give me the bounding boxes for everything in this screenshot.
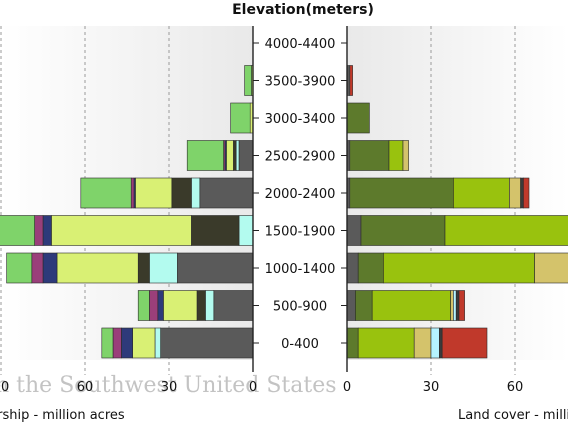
bar-segment	[121, 327, 133, 359]
bar-segment	[244, 65, 252, 96]
bar-segment	[357, 252, 384, 284]
bar-segment	[349, 140, 390, 171]
bar-segment	[388, 140, 404, 171]
bar-segment	[346, 252, 359, 284]
bar-segment	[80, 177, 132, 209]
bar-segment	[51, 215, 192, 246]
bar-segment	[34, 215, 44, 246]
bar-segment	[205, 290, 215, 321]
bar-segment	[56, 252, 139, 284]
x-tick-label: 60	[77, 380, 94, 395]
bar-segment	[42, 252, 58, 284]
bar-segment	[534, 252, 568, 284]
bar-segment	[0, 215, 35, 246]
bar-segment	[163, 290, 198, 321]
bar-segment	[349, 65, 353, 96]
bar-segment	[450, 290, 454, 321]
bar-segment	[137, 290, 150, 321]
category-label: 500-900	[273, 300, 327, 315]
category-label: 1000-1400	[265, 262, 336, 277]
category-label: 1500-1900	[265, 225, 336, 240]
bar-segment	[42, 215, 52, 246]
bar-segment	[213, 290, 254, 321]
right-bars	[346, 65, 568, 359]
bar-segment	[458, 290, 465, 321]
bar-segment	[346, 102, 370, 134]
x-tick-label: 30	[161, 380, 178, 395]
bar-segment	[154, 327, 161, 359]
bar-segment	[455, 290, 460, 321]
category-label: 2500-2900	[265, 150, 336, 165]
x-tick-label: 60	[507, 380, 524, 395]
bar-segment	[191, 215, 240, 246]
bar-segment	[233, 140, 237, 171]
bar-segment	[439, 327, 443, 359]
bar-segment	[130, 177, 135, 209]
bar-segment	[112, 327, 122, 359]
category-label: 4000-4400	[265, 37, 336, 52]
bar-segment	[6, 252, 33, 284]
left-axis-label: Ownership - million acres	[0, 408, 125, 423]
bar-segment	[160, 327, 254, 359]
bar-segment	[186, 140, 224, 171]
bar-segment	[509, 177, 521, 209]
bar-segment	[371, 290, 451, 321]
bar-segment	[226, 140, 234, 171]
bar-segment	[453, 290, 457, 321]
bar-segment	[191, 177, 201, 209]
bar-segment	[346, 215, 362, 246]
bar-segment	[413, 327, 432, 359]
bar-segment	[196, 290, 206, 321]
bar-segment	[235, 140, 240, 171]
bar-segment	[349, 177, 454, 209]
bar-segment	[177, 252, 254, 284]
bar-segment	[238, 140, 254, 171]
bar-segment	[453, 177, 510, 209]
bar-segment	[346, 290, 356, 321]
bar-segment	[230, 102, 251, 134]
category-labels: 4000-4400 3500-3900 3000-3400 2500-2900 2000…	[265, 37, 336, 352]
bar-segment	[135, 177, 173, 209]
watermark-text: Land in the Southwest United States	[0, 373, 337, 398]
bar-segment	[402, 140, 409, 171]
bar-segment	[441, 327, 488, 359]
bar-segment	[149, 252, 178, 284]
bar-segment	[520, 177, 524, 209]
bar-segment	[444, 215, 568, 246]
bar-segment	[31, 252, 44, 284]
bar-segment	[137, 252, 150, 284]
bar-segment	[357, 327, 415, 359]
right-axis-label: Land cover - million acres	[458, 408, 568, 423]
category-label: 2000-2400	[265, 187, 336, 202]
bar-segment	[383, 252, 535, 284]
bar-segment	[355, 290, 373, 321]
bar-segment	[523, 177, 530, 209]
tick-labels: 90 60 30 0 0 30 60	[0, 380, 523, 395]
x-tick-label: 30	[423, 380, 440, 395]
bar-segment	[346, 327, 359, 359]
left-bars	[0, 65, 254, 359]
x-tick-label: 90	[0, 380, 9, 395]
bar-segment	[149, 290, 159, 321]
category-label: 3000-3400	[265, 112, 336, 127]
x-tick-label: 0	[343, 380, 351, 395]
bar-segment	[157, 290, 164, 321]
chart-title: Elevation(meters)	[232, 2, 374, 18]
bar-segment	[101, 327, 114, 359]
bar-segment	[199, 177, 254, 209]
bar-segment	[360, 215, 446, 246]
bar-segment	[171, 177, 192, 209]
axes	[252, 26, 348, 372]
x-tick-label: 0	[249, 380, 257, 395]
category-label: 0-400	[281, 337, 319, 352]
bar-segment	[238, 215, 254, 246]
bar-segment	[132, 327, 156, 359]
bar-segment	[430, 327, 440, 359]
category-label: 3500-3900	[265, 75, 336, 90]
